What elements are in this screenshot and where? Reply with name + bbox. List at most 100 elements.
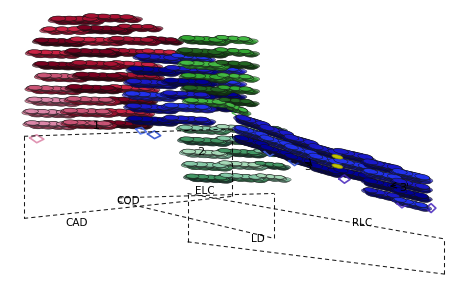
Ellipse shape	[79, 49, 94, 54]
Ellipse shape	[216, 105, 228, 110]
Ellipse shape	[242, 88, 254, 93]
Ellipse shape	[78, 20, 93, 25]
Ellipse shape	[149, 81, 164, 86]
Ellipse shape	[394, 192, 408, 197]
Ellipse shape	[307, 162, 320, 168]
Ellipse shape	[191, 107, 205, 112]
Ellipse shape	[393, 179, 407, 184]
Ellipse shape	[240, 111, 249, 116]
Ellipse shape	[201, 100, 215, 104]
Ellipse shape	[201, 38, 216, 43]
Ellipse shape	[103, 98, 116, 103]
Ellipse shape	[237, 101, 248, 105]
Ellipse shape	[199, 75, 213, 80]
Ellipse shape	[339, 160, 353, 165]
Ellipse shape	[222, 164, 236, 168]
Ellipse shape	[270, 148, 283, 153]
Ellipse shape	[234, 38, 246, 43]
Ellipse shape	[372, 189, 385, 195]
Ellipse shape	[234, 135, 248, 141]
Ellipse shape	[237, 163, 249, 167]
Ellipse shape	[206, 50, 220, 55]
Ellipse shape	[375, 162, 391, 168]
Ellipse shape	[177, 118, 191, 123]
Ellipse shape	[94, 110, 108, 115]
Ellipse shape	[237, 108, 246, 112]
Ellipse shape	[271, 151, 282, 155]
Ellipse shape	[142, 101, 155, 105]
Ellipse shape	[374, 194, 387, 199]
Ellipse shape	[143, 101, 156, 105]
Ellipse shape	[60, 110, 74, 115]
Ellipse shape	[346, 161, 361, 166]
Ellipse shape	[95, 14, 109, 19]
Ellipse shape	[68, 84, 82, 89]
Ellipse shape	[251, 150, 262, 154]
Ellipse shape	[168, 67, 182, 72]
Ellipse shape	[118, 98, 131, 102]
Ellipse shape	[134, 54, 149, 59]
Ellipse shape	[196, 153, 210, 158]
Ellipse shape	[40, 98, 55, 103]
Ellipse shape	[192, 70, 206, 75]
Ellipse shape	[292, 147, 306, 153]
Ellipse shape	[87, 86, 102, 91]
Ellipse shape	[190, 74, 204, 78]
Ellipse shape	[390, 187, 404, 193]
Ellipse shape	[239, 136, 253, 142]
Ellipse shape	[91, 17, 104, 22]
Ellipse shape	[143, 25, 155, 29]
Ellipse shape	[218, 161, 231, 165]
Ellipse shape	[410, 173, 425, 179]
Ellipse shape	[340, 173, 355, 178]
Ellipse shape	[390, 180, 404, 185]
Ellipse shape	[322, 168, 335, 173]
Ellipse shape	[145, 74, 158, 78]
Ellipse shape	[255, 141, 269, 147]
Ellipse shape	[243, 40, 255, 45]
Ellipse shape	[61, 76, 75, 81]
Ellipse shape	[264, 150, 274, 154]
Ellipse shape	[252, 125, 263, 129]
Ellipse shape	[240, 128, 254, 134]
Ellipse shape	[264, 140, 276, 144]
Ellipse shape	[155, 50, 167, 55]
Ellipse shape	[133, 107, 147, 112]
Ellipse shape	[386, 175, 401, 180]
Ellipse shape	[221, 39, 234, 43]
Ellipse shape	[211, 100, 224, 105]
Ellipse shape	[197, 165, 211, 170]
Ellipse shape	[86, 14, 100, 19]
Ellipse shape	[193, 69, 208, 74]
Ellipse shape	[241, 63, 254, 67]
Ellipse shape	[61, 51, 74, 55]
Ellipse shape	[149, 28, 162, 32]
Ellipse shape	[212, 49, 224, 53]
Ellipse shape	[75, 98, 89, 103]
Ellipse shape	[240, 38, 253, 43]
Ellipse shape	[241, 165, 254, 169]
Ellipse shape	[130, 95, 145, 100]
Ellipse shape	[68, 123, 83, 128]
Ellipse shape	[122, 62, 136, 67]
Ellipse shape	[269, 152, 280, 156]
Ellipse shape	[186, 99, 200, 103]
Ellipse shape	[237, 175, 250, 179]
Ellipse shape	[324, 158, 337, 163]
Ellipse shape	[139, 57, 154, 62]
Ellipse shape	[27, 86, 41, 91]
Ellipse shape	[142, 112, 155, 116]
Ellipse shape	[40, 87, 55, 91]
Ellipse shape	[333, 168, 347, 173]
Ellipse shape	[113, 77, 127, 81]
Ellipse shape	[231, 152, 245, 157]
Ellipse shape	[213, 53, 228, 58]
Ellipse shape	[401, 199, 413, 204]
Ellipse shape	[169, 94, 184, 99]
Ellipse shape	[265, 147, 279, 153]
Ellipse shape	[388, 168, 402, 174]
Ellipse shape	[137, 65, 151, 70]
Ellipse shape	[109, 65, 124, 70]
Ellipse shape	[264, 151, 275, 155]
Ellipse shape	[191, 73, 206, 78]
